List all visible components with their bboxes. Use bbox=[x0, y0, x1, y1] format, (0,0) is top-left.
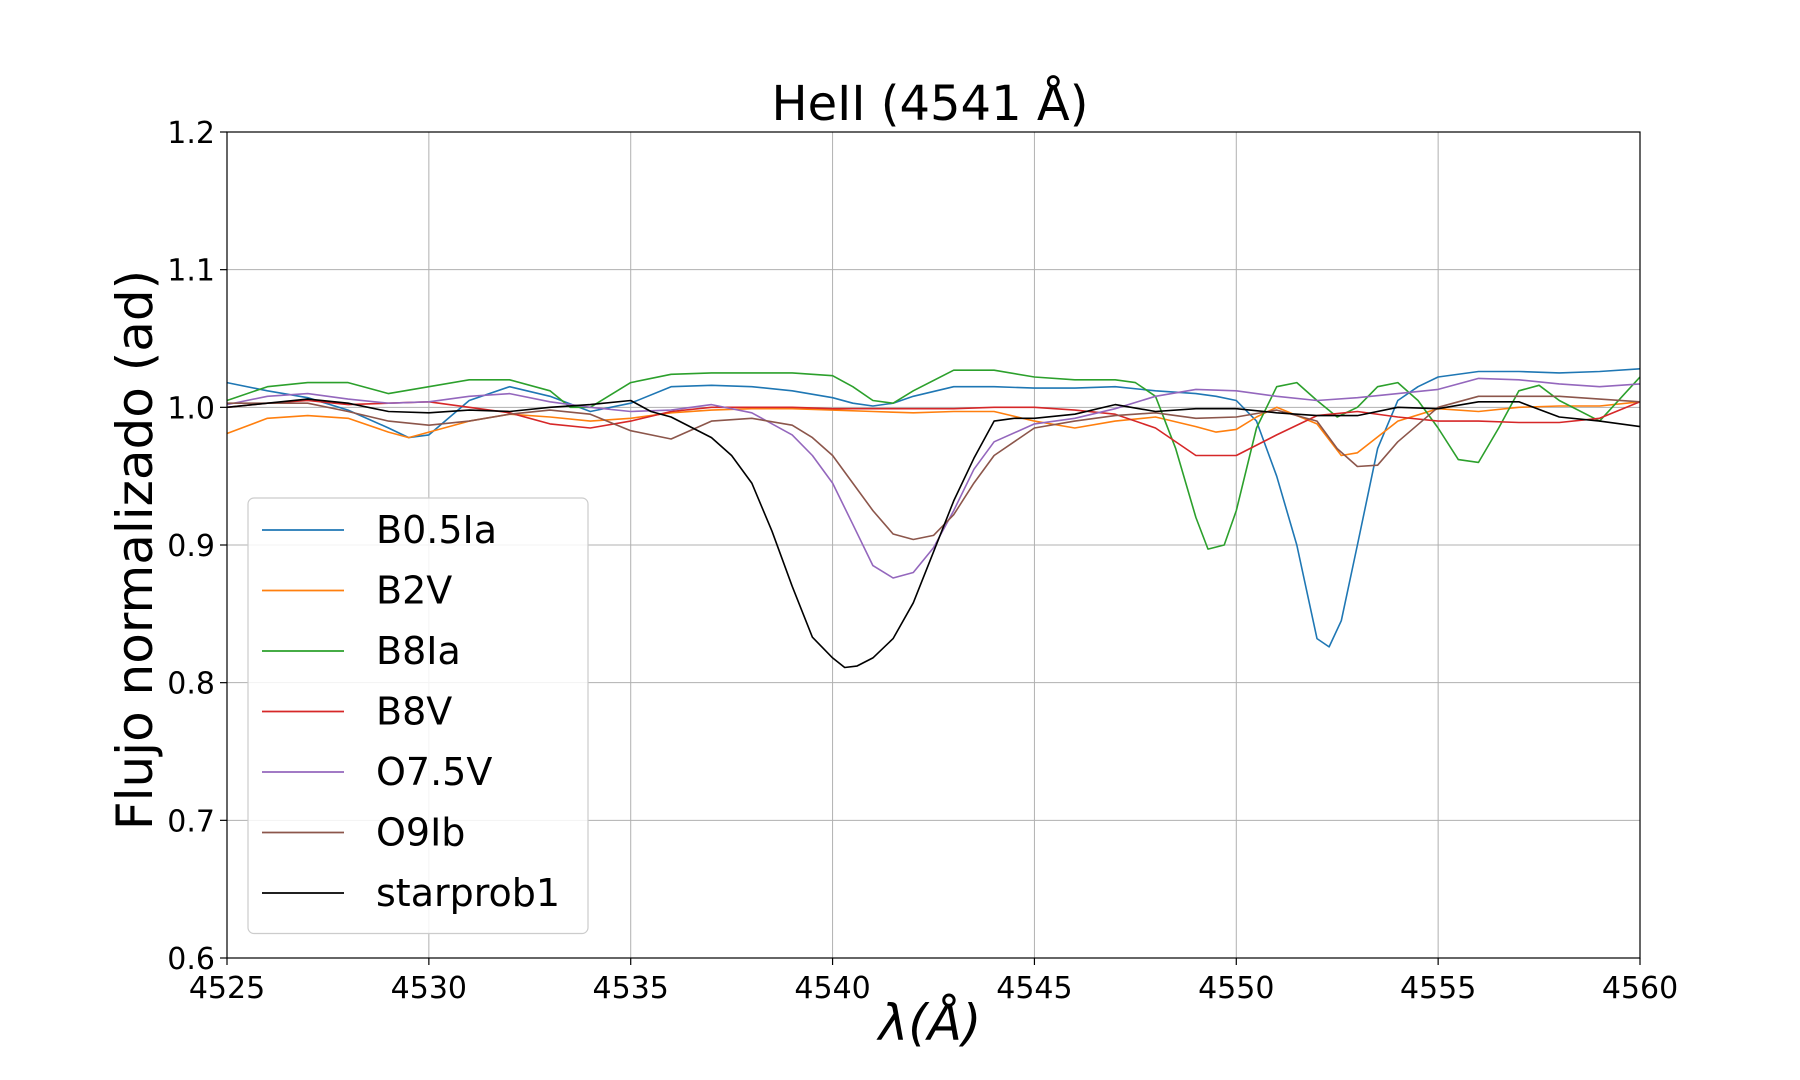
y-tick-label: 0.9 bbox=[167, 529, 215, 564]
x-tick-label: 4560 bbox=[1602, 971, 1678, 1006]
legend-label: O7.5V bbox=[376, 750, 492, 794]
series-line-o9ib bbox=[227, 395, 1641, 541]
x-tick-label: 4540 bbox=[794, 971, 870, 1006]
legend-frame bbox=[247, 497, 589, 935]
legend-label: B0.5Ia bbox=[376, 508, 497, 552]
series-line-b8v bbox=[226, 399, 1641, 457]
y-axis-label: Flujo normalizado (ad) bbox=[106, 270, 164, 830]
x-tick-label: 4545 bbox=[996, 971, 1072, 1006]
y-tick-label: 1.0 bbox=[167, 391, 215, 426]
y-tick-label: 1.2 bbox=[167, 116, 215, 151]
x-tick-label: 4525 bbox=[189, 971, 265, 1006]
y-tick-label: 0.7 bbox=[167, 804, 215, 839]
series-line-b2v bbox=[226, 401, 1641, 457]
series-line-o7-5v bbox=[226, 377, 1641, 579]
legend-label: B2V bbox=[376, 569, 452, 613]
series-line-starprob1 bbox=[226, 398, 1641, 669]
legend-label: O9Ib bbox=[376, 811, 465, 855]
chart-title: HeII (4541 Å) bbox=[772, 75, 1089, 132]
x-tick-label: 4530 bbox=[391, 971, 467, 1006]
x-tick-label: 4555 bbox=[1400, 971, 1476, 1006]
legend-label: B8Ia bbox=[376, 629, 461, 673]
series-lines bbox=[226, 368, 1641, 669]
y-tick-label: 0.8 bbox=[167, 667, 215, 702]
x-tick-label: 4550 bbox=[1198, 971, 1274, 1006]
x-tick-label: 4535 bbox=[593, 971, 669, 1006]
series-line-b0-5ia bbox=[226, 368, 1641, 648]
y-tick-label: 0.6 bbox=[167, 942, 215, 977]
x-axis-ticks: 4525 4530 4535 4540 4545 4550 4555 4560 bbox=[189, 958, 1678, 1006]
y-tick-label: 1.1 bbox=[167, 254, 215, 289]
legend: B0.5Ia B2V B8Ia B8V O7.5V O9Ib starprob1 bbox=[247, 497, 589, 935]
x-axis-label: λ(Å) bbox=[876, 994, 982, 1052]
series-line-b8ia bbox=[226, 369, 1641, 550]
legend-label: B8V bbox=[376, 690, 452, 734]
y-axis-ticks: 0.6 0.7 0.8 0.9 1.0 1.1 1.2 bbox=[167, 116, 227, 977]
legend-label: starprob1 bbox=[376, 871, 560, 915]
